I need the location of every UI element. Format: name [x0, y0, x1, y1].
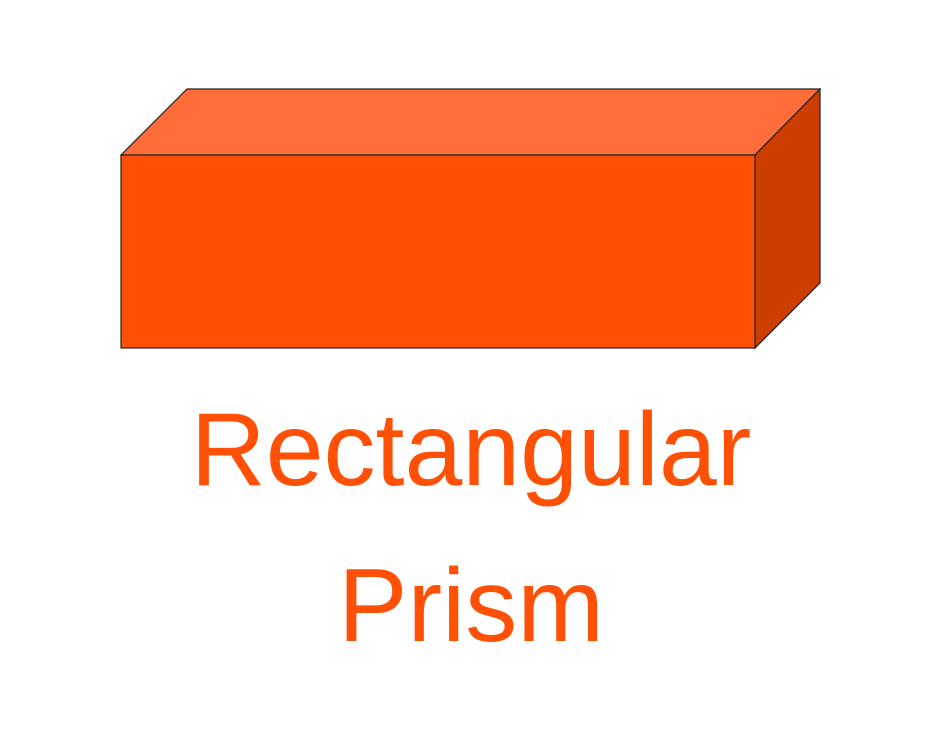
caption-line-rectangular: Rectangular	[190, 392, 752, 508]
prism-top-face	[119, 88, 822, 156]
caption-line-prism: Prism	[338, 548, 604, 664]
prism-front-face	[120, 154, 756, 349]
